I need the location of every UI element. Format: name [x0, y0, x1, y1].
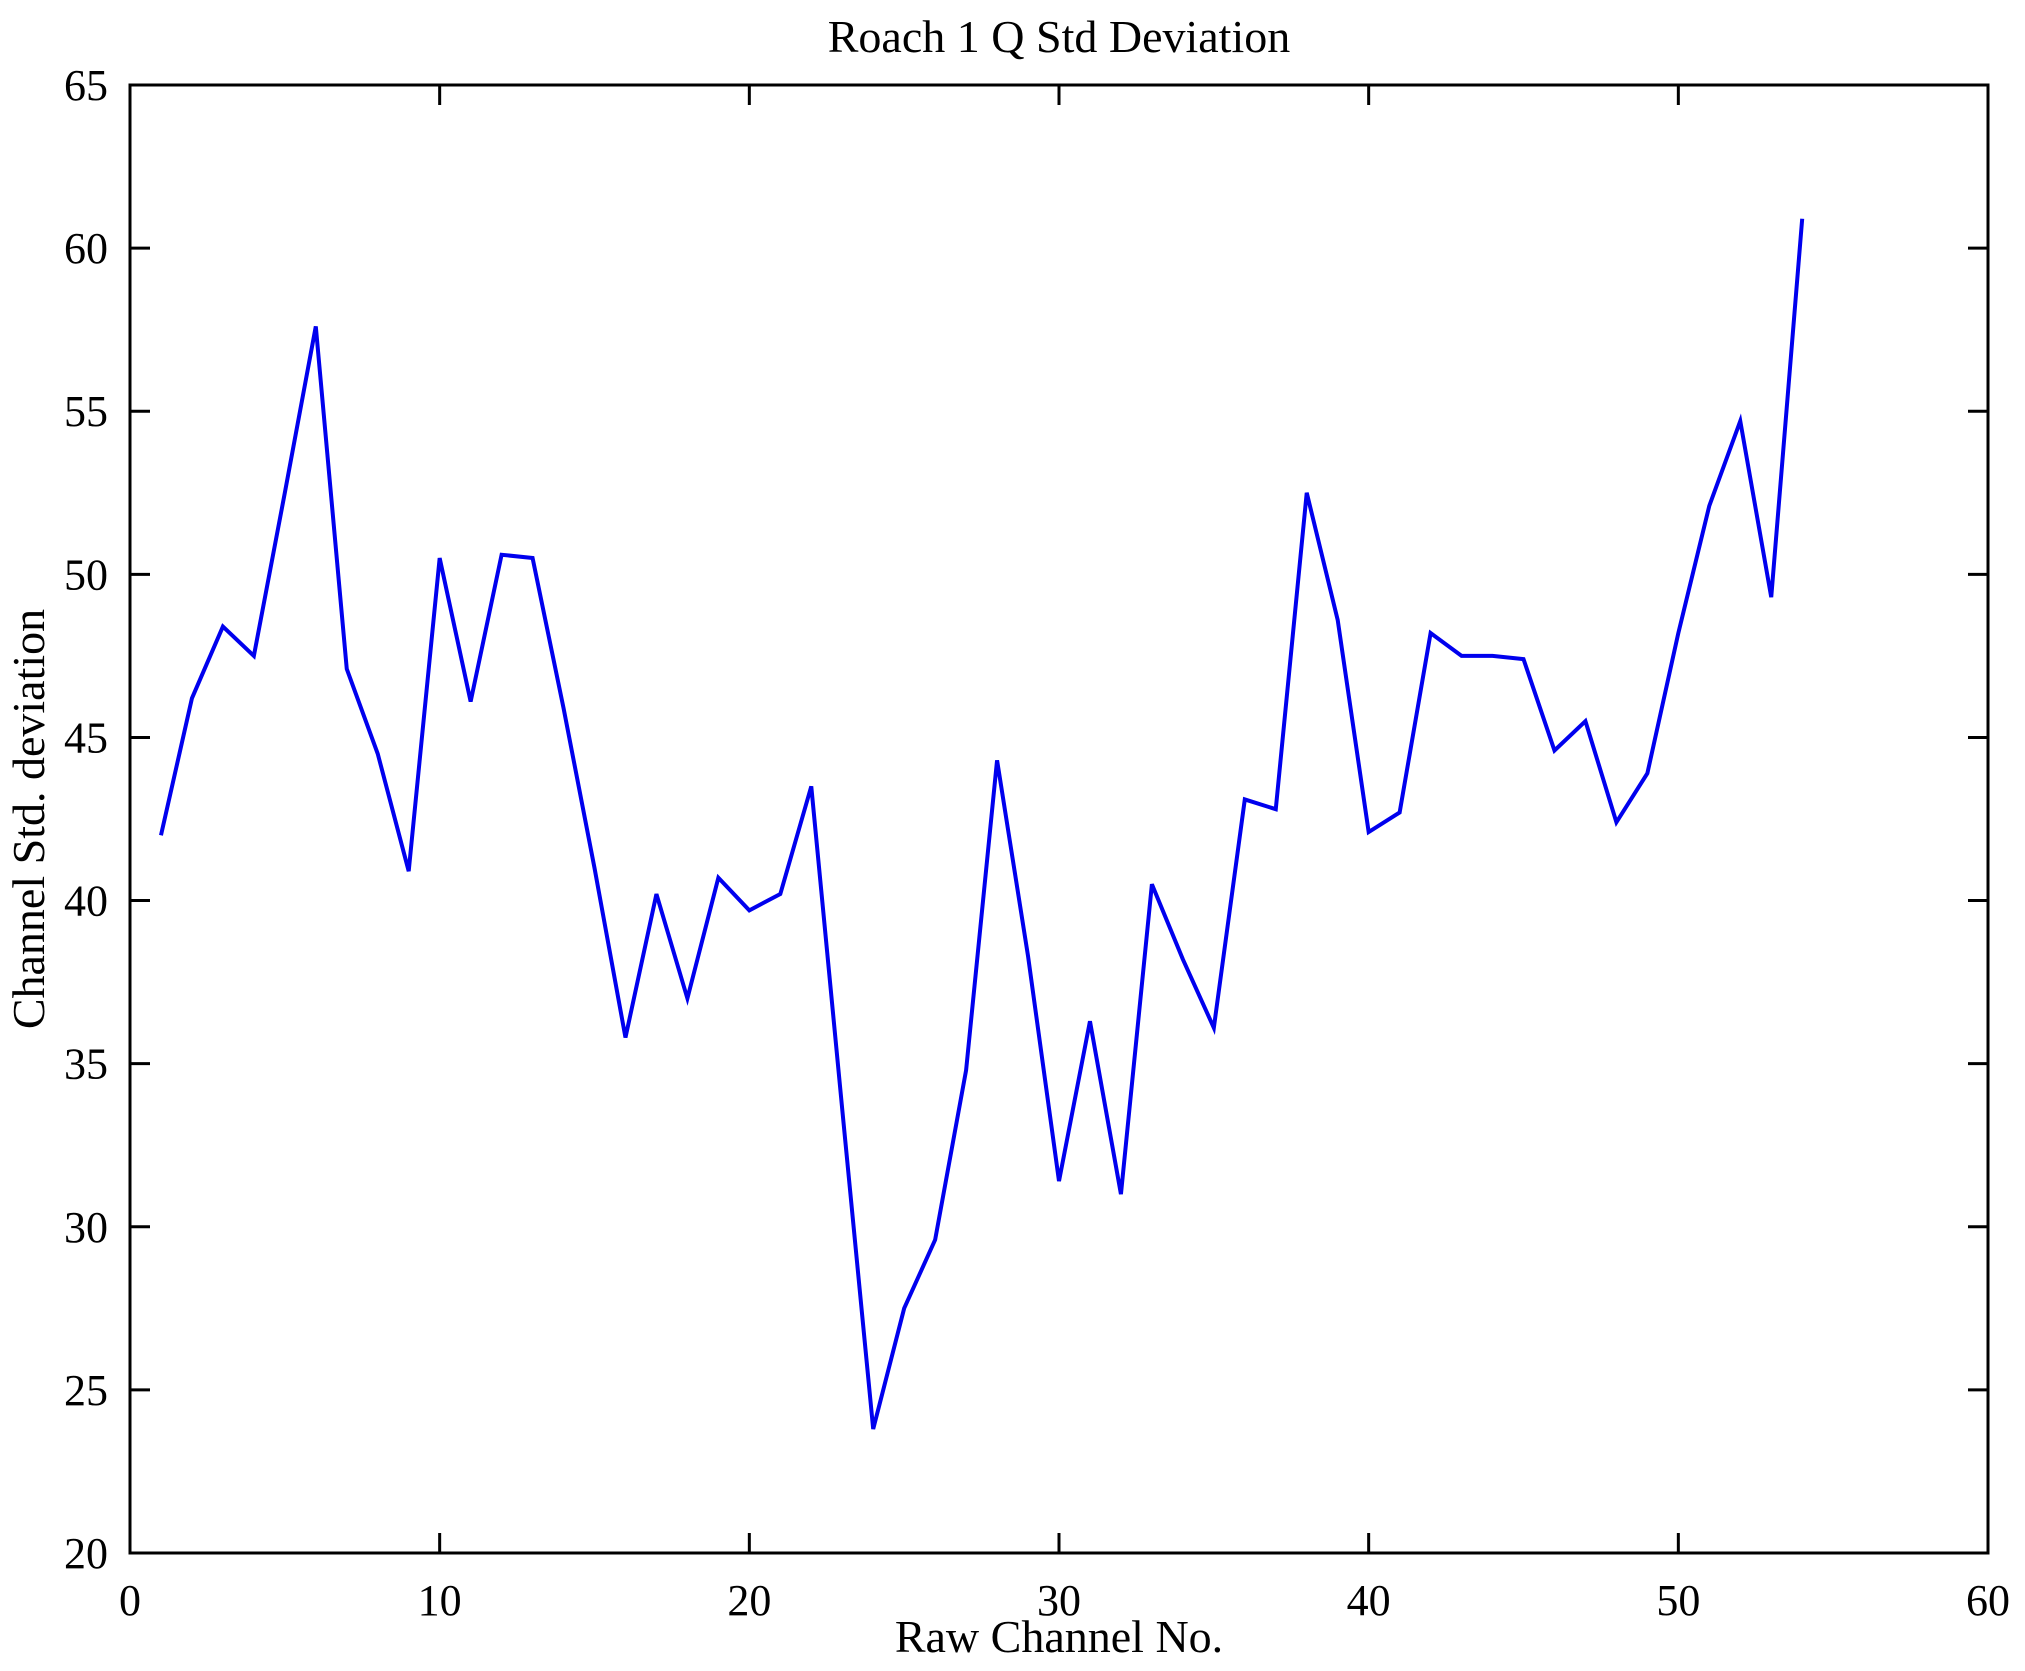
tick-label: 50	[64, 550, 108, 599]
tick-label: 60	[64, 224, 108, 273]
axis-tick-labels: 0 10 20 30 40 50 60 20 25 30 35 40 45 50 55 60 65	[64, 61, 2010, 1625]
axis-ticks	[128, 83, 1990, 1555]
tick-label: 20	[64, 1529, 108, 1578]
x-axis-label: Raw Channel No.	[895, 1611, 1223, 1662]
tick-label: 55	[64, 387, 108, 436]
data-series-line	[159, 218, 1805, 1430]
tick-label: 25	[64, 1366, 108, 1415]
tick-label: 20	[727, 1576, 771, 1625]
tick-label: 10	[418, 1576, 462, 1625]
tick-label: 0	[119, 1576, 141, 1625]
chart-title: Roach 1 Q Std Deviation	[828, 11, 1291, 62]
tick-label: 65	[64, 61, 108, 110]
tick-label: 60	[1966, 1576, 2010, 1625]
tick-label: 45	[64, 713, 108, 762]
tick-label: 30	[64, 1203, 108, 1252]
tick-label: 50	[1656, 1576, 1700, 1625]
y-axis-label: Channel Std. deviation	[3, 609, 54, 1029]
tick-label: 35	[64, 1040, 108, 1089]
tick-label: 30	[1037, 1576, 1081, 1625]
tick-label: 40	[64, 877, 108, 926]
plot-border-box	[128, 83, 1990, 1555]
tick-label: 40	[1347, 1576, 1391, 1625]
